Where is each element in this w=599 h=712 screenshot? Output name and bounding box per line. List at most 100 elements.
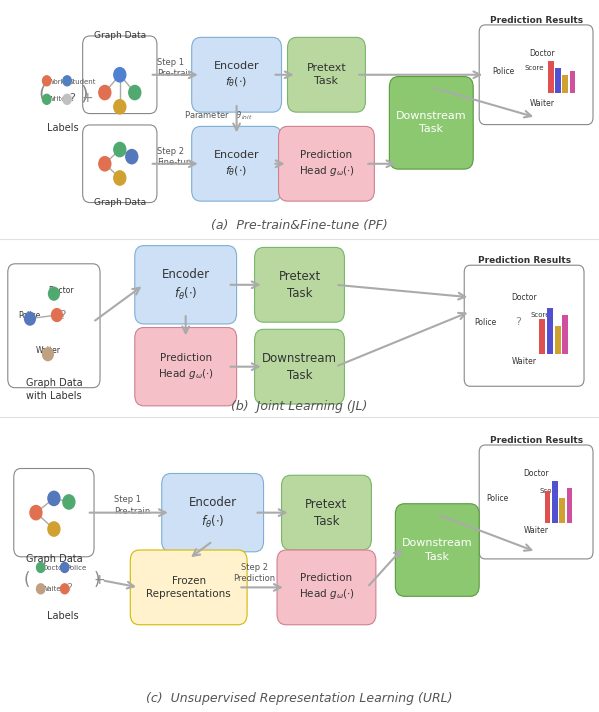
Circle shape — [99, 85, 111, 100]
Text: Prediction Results: Prediction Results — [489, 436, 583, 445]
Text: Doctor: Doctor — [512, 293, 537, 302]
Circle shape — [114, 100, 126, 114]
Text: Step 1
Pre-train: Step 1 Pre-train — [114, 496, 150, 515]
Text: Doctor: Doctor — [524, 469, 549, 478]
FancyBboxPatch shape — [192, 127, 282, 201]
FancyBboxPatch shape — [479, 25, 593, 125]
Text: Parameter   $\theta_{init}$: Parameter $\theta_{init}$ — [184, 110, 253, 122]
Text: Police: Police — [492, 67, 515, 75]
FancyBboxPatch shape — [255, 329, 344, 404]
Text: Pretext
Task: Pretext Task — [279, 270, 320, 300]
Text: Waiter: Waiter — [524, 526, 549, 535]
Bar — [562, 75, 568, 93]
Text: (: ( — [24, 571, 30, 590]
FancyBboxPatch shape — [130, 550, 247, 625]
Circle shape — [114, 171, 126, 185]
Text: Step 2
Fine-tune: Step 2 Fine-tune — [157, 147, 196, 167]
Bar — [570, 71, 576, 93]
FancyBboxPatch shape — [479, 445, 593, 559]
Circle shape — [43, 348, 53, 361]
Text: (a)  Pre-train&Fine-tune (PF): (a) Pre-train&Fine-tune (PF) — [211, 219, 388, 232]
Bar — [548, 61, 554, 93]
Circle shape — [48, 491, 60, 506]
FancyBboxPatch shape — [192, 37, 282, 112]
Circle shape — [99, 157, 111, 171]
Circle shape — [30, 506, 42, 520]
Bar — [567, 488, 572, 523]
FancyBboxPatch shape — [395, 504, 479, 597]
Text: Police: Police — [474, 318, 497, 327]
Text: Doctor: Doctor — [42, 565, 65, 570]
Text: Waiter: Waiter — [35, 346, 60, 355]
Circle shape — [60, 562, 69, 572]
Text: Graph Data
with Labels: Graph Data with Labels — [26, 378, 82, 402]
FancyBboxPatch shape — [135, 328, 237, 406]
Text: Encoder
$f_\theta(\cdot)$: Encoder $f_\theta(\cdot)$ — [214, 150, 259, 177]
Circle shape — [60, 584, 69, 594]
FancyBboxPatch shape — [464, 266, 584, 387]
Text: Waiter: Waiter — [530, 99, 555, 108]
FancyBboxPatch shape — [162, 473, 264, 552]
Circle shape — [52, 309, 62, 322]
Bar — [562, 315, 568, 355]
Text: Doctor: Doctor — [48, 286, 74, 295]
Circle shape — [25, 312, 35, 325]
Circle shape — [48, 522, 60, 536]
Text: Prediction Results: Prediction Results — [477, 256, 571, 266]
Circle shape — [114, 142, 126, 157]
Bar — [539, 319, 545, 355]
Bar — [555, 68, 561, 93]
Circle shape — [63, 495, 75, 509]
Bar — [552, 481, 558, 523]
Text: Downstream
Task: Downstream Task — [402, 538, 473, 562]
FancyBboxPatch shape — [279, 127, 374, 201]
Circle shape — [129, 85, 141, 100]
Text: +: + — [93, 573, 105, 587]
Text: Pretext
Task: Pretext Task — [307, 63, 346, 86]
Text: ?: ? — [515, 317, 521, 328]
Circle shape — [43, 94, 51, 104]
Bar — [559, 498, 565, 523]
Text: Police: Police — [66, 565, 86, 570]
FancyBboxPatch shape — [8, 264, 100, 387]
Text: Graph Data: Graph Data — [26, 554, 82, 564]
Text: (c)  Unsupervised Representation Learning (URL): (c) Unsupervised Representation Learning… — [146, 692, 453, 705]
Circle shape — [37, 562, 45, 572]
Text: Downstream
Task: Downstream Task — [262, 352, 337, 382]
Text: ?: ? — [69, 93, 75, 103]
Text: Encoder
$f_\theta(\cdot)$: Encoder $f_\theta(\cdot)$ — [189, 496, 237, 530]
Text: Downstream
Task: Downstream Task — [396, 111, 467, 135]
Text: Police: Police — [486, 494, 509, 503]
FancyBboxPatch shape — [14, 468, 94, 557]
Bar — [545, 491, 550, 523]
Text: ): ) — [94, 571, 100, 590]
Circle shape — [114, 68, 126, 82]
Text: Graph Data: Graph Data — [93, 31, 146, 40]
Bar — [555, 326, 561, 355]
Text: ?: ? — [59, 308, 66, 322]
Circle shape — [37, 584, 45, 594]
Circle shape — [49, 287, 59, 300]
FancyBboxPatch shape — [282, 476, 371, 550]
Text: Graph Data: Graph Data — [93, 199, 146, 207]
Circle shape — [63, 75, 71, 85]
Text: Worker: Worker — [48, 78, 72, 85]
Text: ): ) — [80, 85, 87, 104]
Text: (b)  Joint Learning (JL): (b) Joint Learning (JL) — [231, 400, 368, 413]
Circle shape — [43, 75, 51, 85]
Bar — [547, 308, 553, 355]
Text: Doctor: Doctor — [530, 49, 555, 58]
Text: Step 1
Pre-train: Step 1 Pre-train — [157, 58, 193, 78]
Text: Labels: Labels — [47, 611, 78, 621]
FancyBboxPatch shape — [83, 36, 157, 113]
Text: Step 2
Prediction: Step 2 Prediction — [234, 563, 276, 583]
FancyBboxPatch shape — [135, 246, 237, 324]
Text: Prediction
Head $g_\omega(\cdot)$: Prediction Head $g_\omega(\cdot)$ — [158, 352, 214, 381]
Text: Score: Score — [539, 488, 559, 494]
Text: Encoder
$f_\theta(\cdot)$: Encoder $f_\theta(\cdot)$ — [214, 61, 259, 88]
Text: Labels: Labels — [47, 122, 78, 133]
Text: Score: Score — [524, 65, 544, 70]
Text: Prediction
Head $g_\omega(\cdot)$: Prediction Head $g_\omega(\cdot)$ — [298, 573, 355, 602]
Text: Waiter: Waiter — [42, 586, 65, 592]
Text: Police: Police — [18, 310, 40, 320]
